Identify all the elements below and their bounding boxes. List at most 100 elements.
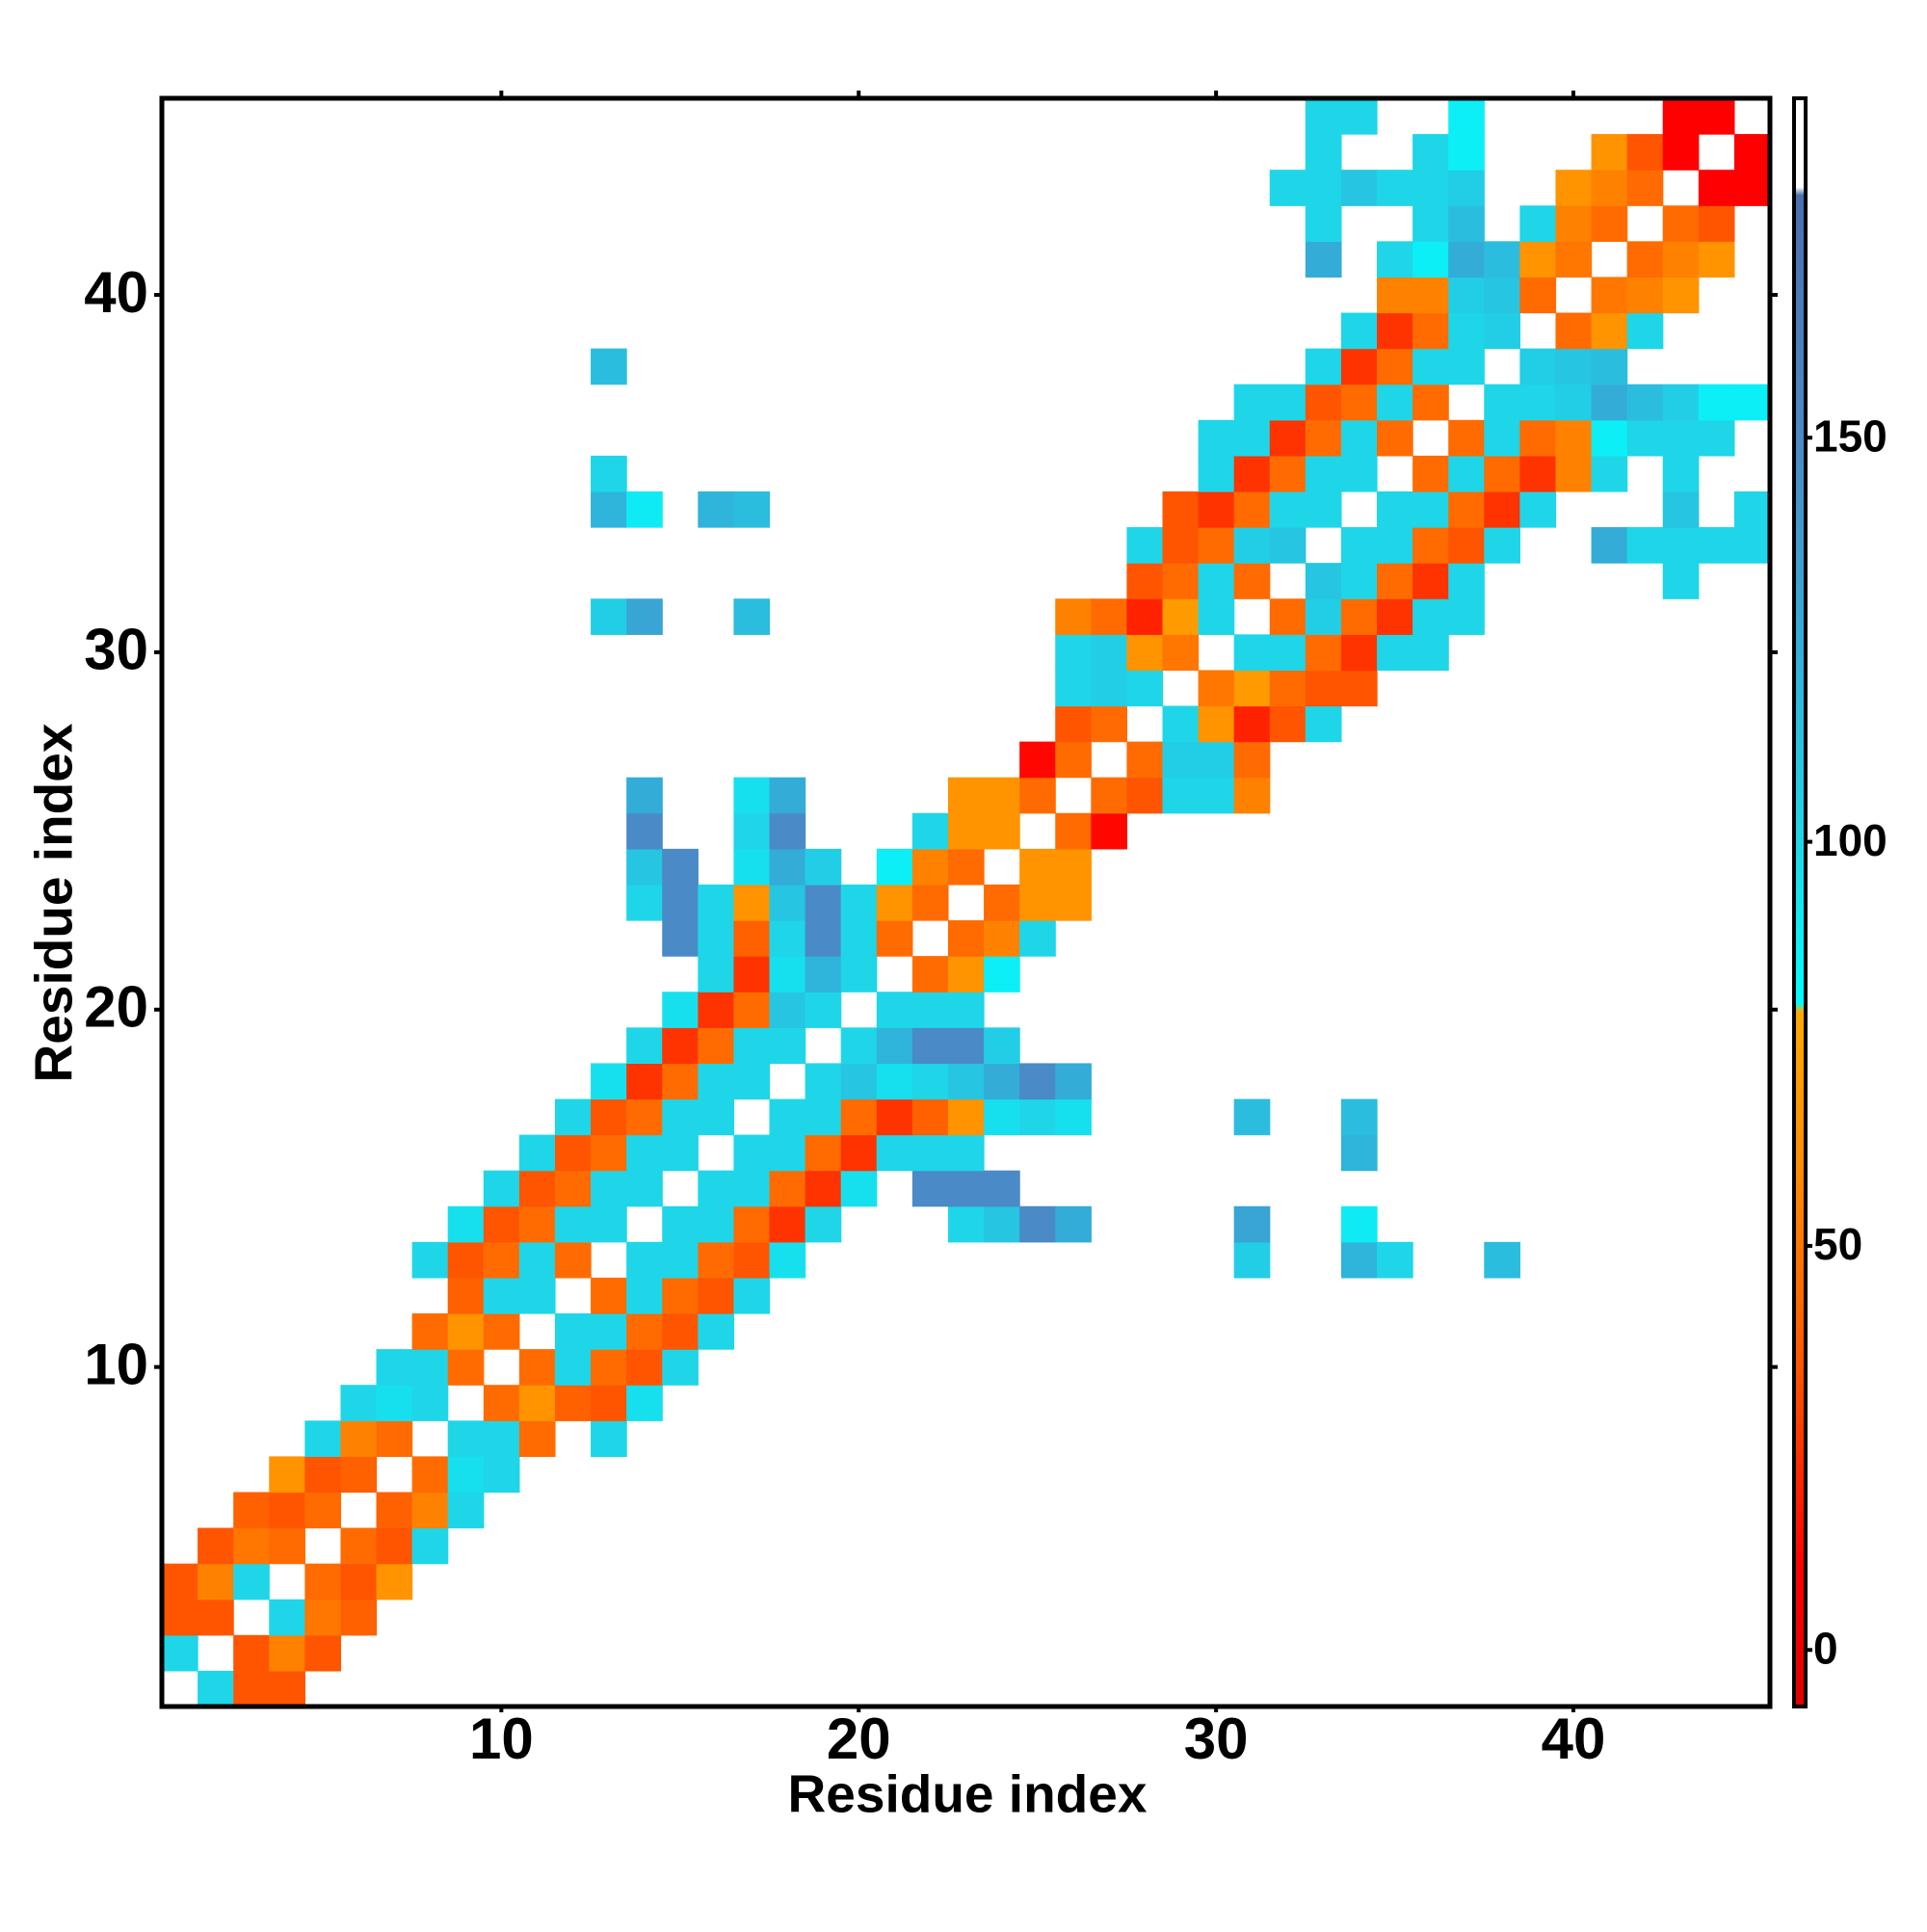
heatmap-cell	[1626, 170, 1664, 206]
heatmap-cell	[554, 1205, 592, 1243]
heatmap-cell	[1377, 170, 1413, 206]
heatmap-cell	[554, 1313, 592, 1350]
heatmap-cell	[1162, 634, 1200, 672]
heatmap-cell	[1340, 563, 1378, 599]
heatmap-cell	[518, 1241, 556, 1279]
heatmap-cell	[947, 1063, 985, 1100]
heatmap-cell	[947, 1170, 985, 1207]
heatmap-cell	[769, 992, 806, 1028]
heatmap-cell	[876, 992, 913, 1028]
heatmap-cell	[698, 956, 735, 992]
heatmap-cell	[1340, 419, 1378, 457]
heatmap-cell	[1555, 455, 1593, 492]
heatmap-cell	[1233, 490, 1271, 528]
heatmap-cell	[1377, 527, 1413, 564]
heatmap-cell	[698, 884, 735, 921]
heatmap-cell	[269, 1492, 305, 1529]
heatmap-cell	[1019, 1205, 1056, 1243]
heatmap-cell	[769, 1098, 806, 1136]
heatmap-cell	[1519, 419, 1557, 457]
heatmap-cell	[698, 1313, 735, 1350]
heatmap-cell	[984, 1063, 1020, 1100]
heatmap-cell	[1591, 455, 1628, 492]
heatmap-cell	[733, 812, 771, 850]
heatmap-cell	[769, 848, 806, 886]
heatmap-cell	[1340, 384, 1378, 421]
heatmap-cell	[805, 1098, 842, 1136]
heatmap-cell	[876, 1063, 913, 1100]
heatmap-cell	[1198, 490, 1235, 528]
heatmap-cell	[1126, 563, 1164, 599]
heatmap-cell	[1233, 634, 1271, 672]
heatmap-cell	[554, 1241, 592, 1279]
heatmap-cell	[591, 1277, 627, 1314]
heatmap-cell	[984, 1098, 1020, 1136]
heatmap-cell	[698, 1205, 735, 1243]
heatmap-cell	[1448, 312, 1485, 350]
heatmap-cell	[662, 884, 699, 921]
heatmap-cell	[1591, 170, 1628, 206]
heatmap-cell	[1662, 241, 1700, 278]
heatmap-cell	[947, 1027, 985, 1064]
heatmap-cell	[769, 1027, 806, 1064]
heatmap-cell	[340, 1527, 378, 1565]
heatmap-cell	[733, 884, 771, 921]
heatmap-cell	[591, 1063, 627, 1100]
heatmap-cell	[1698, 527, 1735, 564]
heatmap-cell	[1091, 598, 1127, 635]
heatmap-cell	[947, 1205, 985, 1243]
heatmap-cell	[1233, 1241, 1271, 1279]
heatmap-cell	[911, 848, 949, 886]
heatmap-cell	[662, 848, 699, 886]
heatmap-cell	[1591, 419, 1628, 457]
heatmap-cell	[1305, 705, 1342, 743]
heatmap-cell	[1412, 241, 1449, 278]
heatmap-cell	[447, 1456, 485, 1494]
heatmap-cell	[1377, 419, 1413, 457]
heatmap-cell	[1305, 98, 1342, 135]
colorbar-tick-label: 150	[1813, 410, 1887, 461]
heatmap-cell	[1626, 134, 1664, 171]
heatmap-cell	[162, 1599, 198, 1636]
heatmap-cell	[1377, 277, 1413, 314]
heatmap-cell	[1305, 170, 1342, 206]
heatmap-cell	[340, 1599, 378, 1636]
heatmap-cell	[1269, 598, 1307, 635]
heatmap-cell	[1412, 527, 1449, 564]
heatmap-cell	[269, 1599, 305, 1636]
heatmap-cell	[1448, 527, 1485, 564]
heatmap-cell	[626, 848, 663, 886]
heatmap-cell	[1019, 777, 1056, 814]
heatmap-cell	[805, 884, 842, 921]
heatmap-cell	[662, 1027, 699, 1064]
heatmap-cell	[1269, 527, 1307, 564]
heatmap-cell	[269, 1527, 305, 1565]
heatmap-cell	[1519, 205, 1557, 242]
heatmap-cell	[1269, 384, 1307, 421]
heatmap-cell	[1698, 98, 1735, 135]
heatmap-cell	[1055, 741, 1092, 779]
heatmap-cell	[1269, 634, 1307, 672]
heatmap-cell	[447, 1277, 485, 1314]
heatmap-cell	[269, 1456, 305, 1494]
heatmap-cell	[1055, 670, 1092, 707]
heatmap-cell	[591, 1420, 627, 1457]
heatmap-cell	[876, 1027, 913, 1064]
heatmap-cell	[1305, 670, 1342, 707]
heatmap-cell	[1412, 563, 1449, 599]
heatmap-cell	[1377, 312, 1413, 350]
heatmap-cell	[984, 956, 1020, 992]
heatmap-cell	[447, 1241, 485, 1279]
heatmap-cell	[733, 1063, 771, 1100]
heatmap-cell	[1198, 563, 1235, 599]
heatmap-cell	[1555, 312, 1593, 350]
heatmap-cell	[1340, 98, 1378, 135]
heatmap-cell	[1733, 527, 1771, 564]
heatmap-cell	[1198, 455, 1235, 492]
heatmap-cell	[447, 1313, 485, 1350]
heatmap-cell	[1233, 1205, 1271, 1243]
heatmap-cell	[733, 490, 771, 528]
heatmap-cell	[1198, 705, 1235, 743]
heatmap-cell	[1305, 598, 1342, 635]
heatmap-cell	[698, 1277, 735, 1314]
